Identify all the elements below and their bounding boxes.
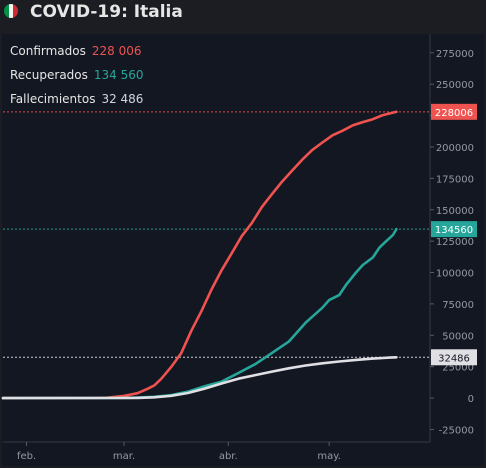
page-title: COVID-19: Italia — [30, 2, 183, 22]
last-value-tags: 228006 134560 32486 — [431, 103, 477, 366]
x-axis: feb. mar. abr. may. — [3, 441, 430, 462]
value-tag-deaths — [431, 349, 477, 366]
value-tag-confirmed — [431, 103, 477, 120]
y-tick-label: 250000 — [436, 80, 474, 91]
legend-recovered: Recuperados 134 560 — [10, 68, 144, 82]
value-tag-label-confirmed: 228006 — [435, 108, 473, 119]
header: COVID-19: Italia — [0, 0, 486, 30]
y-tick-label: 175000 — [436, 174, 474, 185]
flag-stripe-red — [13, 4, 18, 18]
last-value-guides — [3, 111, 430, 358]
y-tick-label: 25000 — [442, 363, 474, 374]
y-tick-label: -25000 — [439, 425, 474, 436]
y-tick-label: 150000 — [436, 206, 474, 217]
legend-value: 228 006 — [91, 44, 142, 58]
x-tick-label: may. — [317, 451, 341, 462]
y-tick-label: 75000 — [442, 300, 474, 311]
x-tick-label: abr. — [219, 451, 238, 462]
legend-deaths: Fallecimientos 32 486 — [10, 92, 143, 106]
value-tag-label-deaths: 32486 — [438, 353, 470, 364]
y-tick-label: 100000 — [436, 269, 474, 280]
legend-confirmed: Confirmados 228 006 — [10, 44, 142, 58]
legend-label: Recuperados — [10, 68, 88, 82]
legend-label: Confirmados — [10, 44, 86, 58]
y-tick-label: 50000 — [442, 331, 474, 342]
series-lines — [1, 110, 398, 400]
flag-stripe-white — [8, 4, 14, 18]
value-tag-label-recovered: 134560 — [435, 225, 473, 236]
x-tick-label: mar. — [113, 451, 135, 462]
y-tick-label: 200000 — [436, 143, 474, 154]
series-line-confirmed — [1, 110, 398, 400]
y-axis: -25000 0 25000 50000 75000 100000 125000 150000… — [429, 34, 474, 442]
value-tag-recovered — [431, 221, 477, 238]
legend-value: 32 486 — [101, 92, 144, 106]
italy-flag-icon — [4, 4, 18, 18]
chart-panel[interactable] — [2, 34, 484, 466]
x-tick-label: feb. — [17, 451, 36, 462]
series-line-deaths — [1, 356, 398, 400]
flag-stripe-green — [4, 4, 9, 18]
y-tick-label: 125000 — [436, 237, 474, 248]
y-tick-label: 0 — [468, 394, 474, 405]
legend-label: Fallecimientos — [10, 92, 96, 106]
legend-value: 134 560 — [93, 68, 144, 82]
y-tick-label: 275000 — [436, 49, 474, 60]
